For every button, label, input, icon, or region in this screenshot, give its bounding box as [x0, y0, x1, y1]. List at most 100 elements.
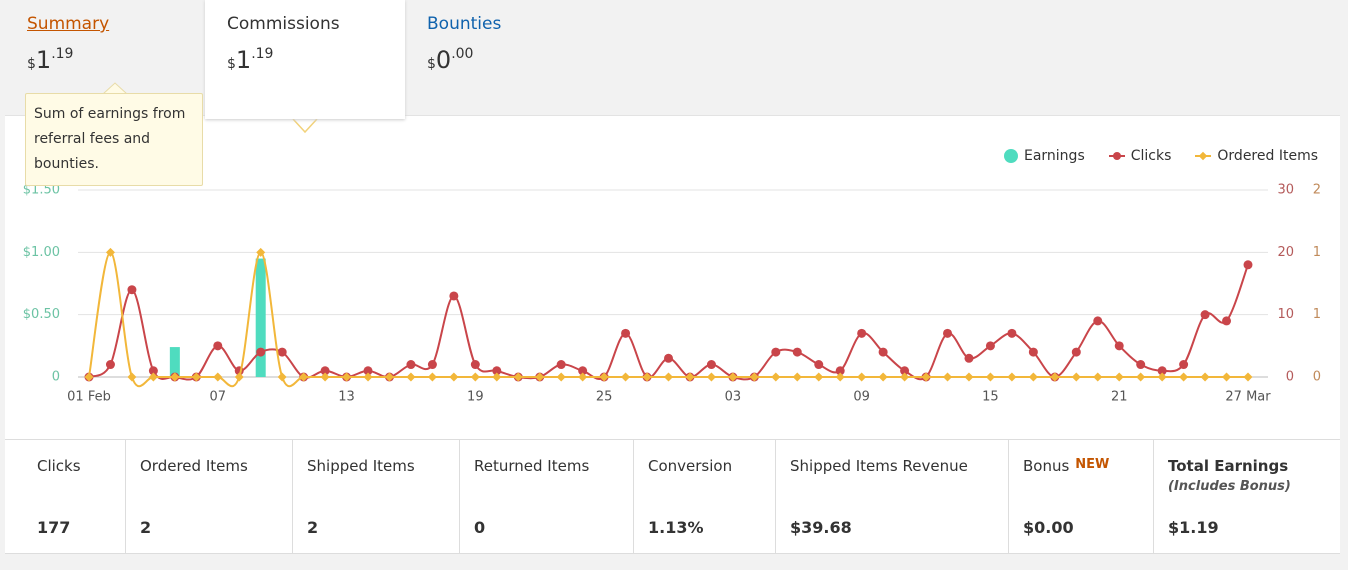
point [105, 247, 115, 257]
point [127, 285, 137, 295]
point [148, 366, 158, 376]
stat-label: Conversion [648, 457, 761, 475]
y2-tick-label: 0 [1286, 370, 1294, 385]
bounties-tab[interactable]: Bounties $0.00 [405, 0, 605, 115]
point [1028, 372, 1038, 382]
whole: 1 [35, 46, 52, 74]
point [857, 372, 867, 382]
stat-label: Clicks [37, 457, 111, 475]
legend-marker [1112, 152, 1121, 160]
legend-marker [1199, 151, 1208, 161]
series [84, 247, 1253, 388]
stat-cell: Total Earnings (Includes Bonus) $1.19 [1153, 440, 1340, 553]
stat-label-text: Ordered Items [140, 457, 248, 475]
point [277, 372, 287, 382]
x-tick-label: 25 [596, 390, 613, 405]
x-tick-label: 01 Feb [67, 390, 111, 405]
currency: $ [227, 56, 236, 72]
tooltip: Sum of earnings from referral fees and b… [25, 93, 203, 186]
point [985, 341, 995, 351]
legend-label: Clicks [1130, 148, 1172, 164]
point [706, 372, 716, 382]
point [900, 372, 910, 382]
legend-item: Clicks [1108, 148, 1172, 164]
point [363, 372, 373, 382]
stat-label-text: Conversion [648, 457, 733, 475]
point [148, 372, 158, 382]
whole: 1 [235, 46, 252, 74]
legend-label: Ordered Items [1217, 148, 1318, 164]
point [320, 366, 330, 376]
point [664, 353, 673, 363]
point [1179, 372, 1189, 382]
point [814, 360, 824, 370]
point [664, 372, 673, 382]
x-tick-label: 19 [467, 390, 484, 405]
fraction: .00 [451, 46, 474, 62]
currency: $ [27, 56, 36, 72]
point [449, 372, 459, 382]
tab-label[interactable]: Summary [27, 14, 110, 34]
stat-value: 177 [37, 518, 71, 537]
fraction: .19 [251, 46, 274, 62]
summary-tab[interactable]: Summary $1.19 [5, 0, 205, 115]
stat-label-text: Returned Items [474, 457, 590, 475]
point [900, 366, 910, 376]
x-tick-label: 03 [725, 390, 742, 405]
point [771, 372, 781, 382]
commissions-tab[interactable]: Commissions $1.19 [205, 0, 405, 119]
point [1071, 372, 1081, 382]
point [363, 366, 373, 376]
point [1007, 328, 1017, 338]
y-tick-label: $1.50 [23, 183, 60, 198]
stat-cell: Shipped Items 2 [292, 440, 459, 553]
point [449, 291, 459, 301]
legend-swatch [1108, 152, 1125, 160]
point [792, 372, 802, 382]
legend-swatch [1003, 149, 1018, 163]
stat-label-text: Total Earnings [1168, 457, 1289, 475]
point [342, 372, 352, 382]
stat-cell: Conversion 1.13% [633, 440, 775, 553]
point [234, 372, 244, 382]
point [1243, 372, 1253, 382]
bar [169, 347, 180, 377]
currency: $ [427, 56, 436, 72]
point [642, 372, 652, 382]
legend-item: Earnings [1003, 148, 1085, 164]
x-tick-label: 21 [1111, 390, 1128, 405]
stat-value: 0 [474, 518, 486, 537]
point [384, 372, 394, 382]
point [578, 372, 588, 382]
point [1007, 372, 1017, 382]
tab-label[interactable]: Bounties [427, 14, 502, 34]
point [470, 372, 480, 382]
y3-tick-label: 1 [1313, 307, 1321, 322]
legend: Earnings Clicks Ordered Items [1003, 148, 1318, 164]
y-tick-label: $0.50 [23, 307, 60, 322]
point [1136, 372, 1146, 382]
y2-tick-label: 10 [1277, 307, 1294, 322]
x-tick-label: 13 [338, 390, 355, 405]
tab-pointer [292, 118, 318, 134]
point [706, 360, 716, 370]
stat-label-text: Shipped Items Revenue [790, 457, 968, 475]
x-tick-label: 15 [982, 390, 999, 405]
tooltip-pointer [102, 82, 128, 95]
point [749, 372, 759, 382]
point [492, 366, 502, 376]
x-tick-label: 07 [210, 390, 227, 405]
point [621, 372, 631, 382]
stat-label: Shipped Items [307, 457, 445, 475]
point [857, 328, 867, 338]
point [943, 372, 953, 382]
point [878, 372, 888, 382]
stat-label: Ordered Items [140, 457, 278, 475]
point [1050, 372, 1060, 382]
bar [255, 258, 266, 377]
point [1114, 372, 1124, 382]
stat-note: (Includes Bonus) [1168, 479, 1291, 494]
stats-row: Clicks 177 Ordered Items 2 Shipped Items 2 Ret… [5, 439, 1340, 554]
tab-label[interactable]: Commissions [227, 14, 340, 34]
x-tick-label: 27 Mar [1225, 390, 1271, 405]
